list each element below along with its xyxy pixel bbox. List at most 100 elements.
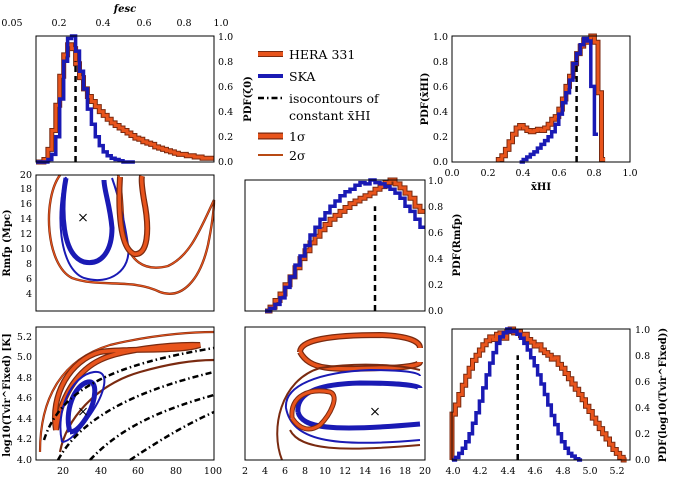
panel-pdf-rmfp: 0.0 0.2 0.4 0.6 0.8 1.0 PDF(Rmfp) xyxy=(244,176,463,317)
contour-tvir-zeta-curves xyxy=(38,330,215,462)
isocontour-xhi xyxy=(42,346,215,441)
x-tick-label: 5.2 xyxy=(609,466,624,477)
pdf-rmfp-y-tick-labels: 0.0 0.2 0.4 0.6 0.8 1.0 xyxy=(428,176,443,317)
tvir-ylabel: log10(Tvir^Fixed) [K] xyxy=(2,333,13,456)
x-tick-label: 4 xyxy=(262,466,268,477)
legend-label-hera: HERA 331 xyxy=(289,47,355,62)
isocontour-xhi xyxy=(56,370,215,461)
rmfp-x-tick-labels: 2 4 6 8 10 12 14 16 18 20 xyxy=(242,466,431,477)
x-tick-label: 4.4 xyxy=(500,466,515,477)
x-tick-label: 4.2 xyxy=(472,466,487,477)
y-tick-label: 18 xyxy=(20,184,32,195)
y-tick-label: 0.0 xyxy=(218,157,233,168)
y-tick-label: 4.2 xyxy=(17,434,32,445)
pdf-tvir-frame xyxy=(451,328,631,461)
isocontour-xhi xyxy=(89,393,215,461)
y-tick-label: 0.2 xyxy=(635,429,650,440)
y-tick-label: 4.4 xyxy=(17,414,32,425)
fesc-tick-label: 0.4 xyxy=(95,18,110,29)
contour-hera-1sigma-inner-fill xyxy=(290,389,336,431)
pdf-xhi-x-tick-labels: 0.0 0.2 0.4 0.6 0.8 1.0 xyxy=(444,168,637,179)
panel-pdf-tvir: 0.0 0.2 0.4 0.6 0.8 1.0 4.0 4.2 4.4 4.6 … xyxy=(445,325,669,477)
rmfp-y-tick-labels: 4 6 8 10 12 14 16 18 20 xyxy=(20,170,32,300)
y-tick-label: 0.8 xyxy=(218,57,233,68)
contour-hera-1sigma-fill xyxy=(53,343,201,431)
panel-pdf-xhi: 0.0 0.2 0.4 0.6 0.8 1.0 0.0 0.2 0.4 0.6 … xyxy=(420,32,638,193)
y-tick-label: 0.6 xyxy=(218,82,233,93)
pdf-xhi-ylabel: PDF(x̄HI) xyxy=(420,73,431,126)
contour-hera-1sigma-fill xyxy=(117,175,149,256)
y-tick-label: 0.6 xyxy=(635,377,650,388)
y-tick-label: 0.8 xyxy=(635,351,650,362)
histogram-ska xyxy=(452,327,583,462)
legend-label-2sigma: 2σ xyxy=(289,148,306,163)
contour-hera-1sigma-fill xyxy=(298,333,422,371)
contour-ska-1sigma xyxy=(295,380,423,431)
contour-rmfp-zeta-frame xyxy=(35,174,215,312)
pdf-tvir-y-tick-labels: 0.0 0.2 0.4 0.6 0.8 1.0 xyxy=(635,325,650,466)
pdf-zeta-frame xyxy=(35,35,215,163)
contour-hera-2sigma-lower xyxy=(289,429,421,450)
fesc-tick-label: 0.2 xyxy=(51,18,66,29)
pdf-xhi-y-tick-labels: 0.0 0.2 0.4 0.6 0.8 1.0 xyxy=(433,32,448,168)
pdf-zeta-ylabel: PDF(ζ0) xyxy=(243,76,254,122)
x-tick-label: 20 xyxy=(419,466,431,477)
legend-label-isocontour-2: constant x̄HI xyxy=(289,108,370,123)
y-tick-label: 4.6 xyxy=(17,393,32,404)
x-tick-label: 1.0 xyxy=(622,168,637,179)
pdf-tvir-plot-area xyxy=(449,326,627,463)
y-tick-label: 4.8 xyxy=(17,373,32,384)
x-tick-label: 0.0 xyxy=(444,168,459,179)
truth-marker: × xyxy=(77,210,89,226)
contour-hera-2sigma xyxy=(276,363,421,461)
contour-tvir-rmfp-curves xyxy=(276,331,423,461)
pdf-rmfp-ylabel: PDF(Rmfp) xyxy=(452,214,463,277)
x-tick-label: 5.0 xyxy=(582,466,597,477)
y-tick-label: 16 xyxy=(20,199,32,210)
fesc-tick-label: 0.05 xyxy=(1,18,22,29)
y-tick-label: 0.2 xyxy=(433,132,448,143)
fesc-tick-label: 0.6 xyxy=(136,18,151,29)
y-tick-label: 5.2 xyxy=(17,332,32,343)
fesc-axis-title: fesc xyxy=(113,4,136,15)
pdf-rmfp-plot-area xyxy=(265,177,425,314)
y-tick-label: 0.4 xyxy=(635,403,650,414)
y-tick-label: 0.6 xyxy=(428,228,443,239)
y-tick-label: 1.0 xyxy=(218,32,233,43)
y-tick-label: 0.0 xyxy=(428,306,443,317)
y-tick-label: 0.4 xyxy=(428,254,443,265)
histogram-ska xyxy=(36,34,135,164)
y-tick-label: 0.6 xyxy=(433,82,448,93)
contour-tvir-zeta-frame xyxy=(35,326,215,461)
x-tick-label: 80 xyxy=(170,466,182,477)
panel-pdf-zeta: fesc 0.05 0.2 0.4 0.6 0.8 1.0 0.0 0.2 0.… xyxy=(1,4,254,168)
x-tick-label: 100 xyxy=(204,466,222,477)
x-tick-label: 0.8 xyxy=(586,168,601,179)
legend-label-1sigma: 1σ xyxy=(289,129,306,144)
x-tick-label: 0.2 xyxy=(480,168,495,179)
pdf-tvir-ylabel: PDF(log10(Tvir^Fixed)) xyxy=(658,328,669,463)
x-tick-label: 0.4 xyxy=(515,168,530,179)
x-tick-label: 6 xyxy=(282,466,288,477)
x-tick-label: 8 xyxy=(302,466,308,477)
y-tick-label: 1.0 xyxy=(433,32,448,43)
fesc-tick-label: 0.8 xyxy=(176,18,191,29)
fesc-tick-labels: 0.05 0.2 0.4 0.6 0.8 1.0 xyxy=(1,18,228,29)
pdf-rmfp-frame xyxy=(244,179,426,312)
truth-marker: × xyxy=(369,404,381,420)
x-tick-label: 60 xyxy=(132,466,144,477)
rmfp-ylabel: Rmfp (Mpc) xyxy=(2,209,13,276)
contour-rmfp-zeta-curves xyxy=(47,174,216,295)
pdf-xhi-frame xyxy=(451,35,631,163)
y-tick-label: 5.0 xyxy=(17,352,32,363)
contour-tvir-rmfp-frame xyxy=(244,326,426,461)
x-tick-label: 4.0 xyxy=(445,466,460,477)
y-tick-label: 0.0 xyxy=(635,455,650,466)
x-tick-label: 12 xyxy=(339,466,351,477)
y-tick-label: 0.2 xyxy=(428,280,443,291)
contour-ska-1sigma xyxy=(60,177,115,266)
zeta-x-tick-labels: 20 40 60 80 100 xyxy=(57,466,222,477)
panel-contour-rmfp-zeta: × 4 6 8 10 12 14 16 18 20 Rmfp (Mpc) xyxy=(2,170,216,312)
pdf-xhi-plot-area xyxy=(495,33,606,164)
y-tick-label: 0.0 xyxy=(433,157,448,168)
